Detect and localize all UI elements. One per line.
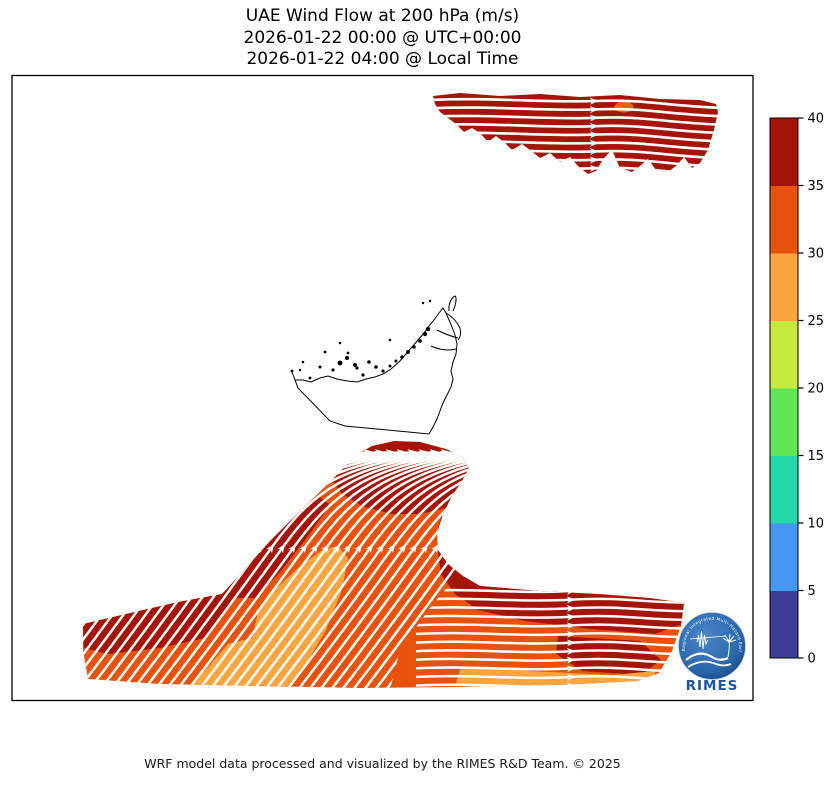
colorbar-segment: [770, 388, 798, 456]
streamline: [316, 449, 475, 688]
wave-icon: [687, 660, 732, 668]
colorbar-tick-label: 40: [808, 112, 825, 127]
streamline: [415, 665, 684, 676]
uae-internal-border-2: [436, 329, 459, 339]
streamline: [415, 630, 684, 641]
streamline: [433, 173, 718, 174]
rimes-logo: Regional Integrated Multi-Hazard Early W…: [678, 612, 746, 694]
colorbar-tick-label: 10: [808, 517, 825, 532]
streamline: [272, 449, 475, 688]
streamline: [305, 449, 475, 688]
streamline: [261, 449, 475, 688]
colorbar-segment: [770, 320, 798, 389]
figure-title: UAE Wind Flow at 200 hPa (m/s) 2026-01-2…: [12, 6, 753, 71]
streamline: [415, 613, 684, 624]
streamline: [415, 604, 684, 615]
wave-icon: [685, 652, 729, 661]
colorbar-tick-label: 5: [808, 584, 816, 599]
streamline: [415, 656, 684, 667]
rimes-logo-art: [685, 630, 737, 668]
colorbar-tick-label: 35: [808, 179, 825, 194]
uae-musandam-finger: [448, 295, 457, 312]
map-frame: [11, 74, 754, 702]
streamline: [433, 106, 718, 120]
streamline: [433, 97, 718, 112]
footer-credit: WRF model data processed and visualized …: [144, 756, 621, 771]
colorbar-tick-label: 25: [808, 314, 825, 329]
uae-internal-border-3: [430, 345, 457, 351]
colorbar-tick-label: 15: [808, 449, 825, 464]
streamline: [415, 647, 684, 658]
colorbar-segment: [770, 523, 798, 591]
streamline: [415, 639, 684, 650]
colorbar: 0 5 10 15 20 25 30 35 40: [769, 112, 825, 667]
uae-internal-border-1: [445, 312, 462, 341]
streamline: [294, 449, 475, 688]
colorbar-segment: [770, 455, 798, 524]
colorbar-segment: [770, 253, 798, 321]
palm-tree-icon: [722, 633, 737, 658]
uae-border-outline: [290, 295, 462, 435]
colorbar-tick-label: 30: [808, 247, 825, 262]
colorbar-segment: [770, 590, 798, 659]
colorbar-segment: [770, 118, 798, 186]
north-wind-band: [433, 93, 718, 174]
rimes-logo-label: RIMES: [686, 678, 739, 694]
colorbar-segment: [770, 185, 798, 254]
streamline: [433, 164, 718, 174]
streamline: [433, 122, 718, 137]
colorbar-tick-label: 0: [808, 652, 816, 667]
title-line-main: UAE Wind Flow at 200 hPa (m/s): [245, 6, 520, 26]
title-line-utc-time: 2026-01-22 00:00 @ UTC+00:00: [243, 27, 522, 48]
uae-coastal-islands: [290, 299, 432, 380]
title-line-local-time: 2026-01-22 04:00 @ Local Time: [246, 49, 519, 69]
streamline: [415, 622, 684, 633]
streamline: [433, 131, 718, 145]
rimes-logo-circle: [678, 612, 746, 680]
streamline: [433, 114, 718, 129]
uae-mainland-border: [291, 307, 458, 435]
streamline: [415, 596, 684, 607]
seismograph-trace-icon: [696, 630, 708, 650]
colorbar-tick-label: 20: [808, 382, 825, 397]
south-wind-band: [83, 441, 684, 688]
streamline: [283, 449, 475, 688]
